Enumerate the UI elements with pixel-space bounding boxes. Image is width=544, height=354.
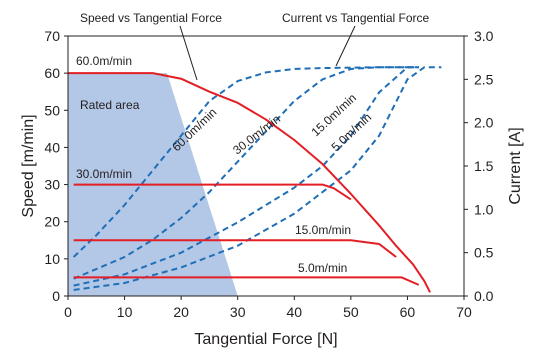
y-left-tick-label: 10: [44, 251, 60, 267]
y-left-tick-label: 20: [44, 214, 60, 230]
speed-line-1: [73, 183, 352, 201]
y-left-tick-label: 40: [44, 139, 60, 155]
current-line-0: [72, 66, 419, 258]
speed-title-leader: [179, 25, 198, 81]
rated-area-label: Rated area: [80, 98, 140, 112]
speed-line-2: [73, 239, 397, 258]
y-left-tick-label: 60: [44, 65, 60, 81]
current-line-2: [73, 66, 419, 287]
y-right-tick-label: 3.0: [474, 28, 494, 44]
x-tick-label: 50: [343, 304, 359, 320]
y-right-tick-label: 2.0: [474, 115, 494, 131]
y-right-tick-label: 0.5: [474, 245, 494, 261]
x-tick-label: 0: [64, 304, 72, 320]
x-tick-label: 10: [117, 304, 133, 320]
x-tick-label: 20: [173, 304, 189, 320]
y-right-tick-label: 2.5: [474, 71, 494, 87]
current-lines-layer: [72, 66, 442, 291]
y-left-tick-label: 30: [44, 177, 60, 193]
x-tick-label: 60: [400, 304, 416, 320]
current-line-3: [73, 66, 442, 291]
current-line-1: [73, 66, 419, 280]
x-tick-label: 40: [286, 304, 302, 320]
current-title-leader: [335, 25, 356, 67]
current-label-30: 30.0m/min: [230, 112, 283, 158]
speed-line-3: [73, 276, 420, 286]
speed-title: Speed vs Tangential Force: [80, 11, 222, 25]
speed-lines-layer: [68, 72, 431, 293]
speed-line-0: [68, 72, 431, 293]
y-axis-left-title: Speed [m/min]: [20, 114, 37, 217]
x-axis-title: Tangential Force [N]: [194, 331, 337, 348]
speed-label-15: 15.0m/min: [295, 223, 351, 237]
y-left-tick-label: 0: [52, 288, 60, 304]
y-left-tick-label: 50: [44, 102, 60, 118]
ticks-layer: 0 10 20 30 40 50 60 700102030405060700.00.51.01…: [44, 28, 493, 320]
y-left-tick-label: 70: [44, 28, 60, 44]
x-tick-label: 70: [456, 304, 472, 320]
speed-label-5: 5.0m/min: [298, 261, 347, 275]
x-tick-label: 30: [230, 304, 246, 320]
speed-label-30: 30.0m/min: [76, 167, 132, 181]
y-right-tick-label: 1.0: [474, 201, 494, 217]
y-right-tick-label: 1.5: [474, 158, 494, 174]
y-right-tick-label: 0.0: [474, 288, 494, 304]
current-title: Current vs Tangential Force: [282, 11, 430, 25]
speed-label-60: 60.0m/min: [76, 54, 132, 68]
y-axis-right-title: Current [A]: [507, 127, 524, 204]
